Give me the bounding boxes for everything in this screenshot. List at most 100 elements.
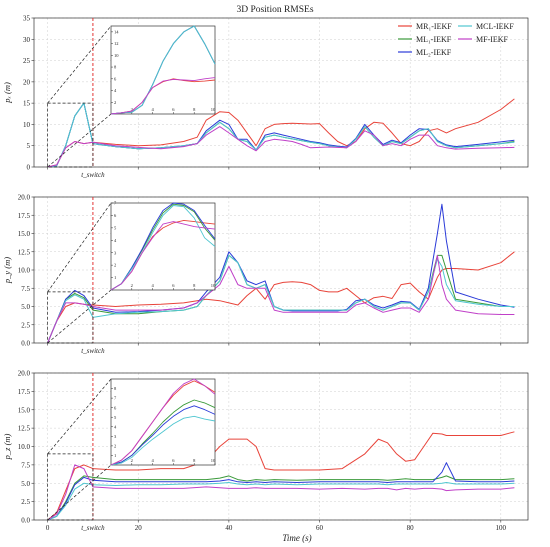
inset-x-tick-label: 4 [151,458,154,463]
inset-y-tick-label: 3 [114,434,117,439]
inset-y-tick-label: 4 [114,238,117,243]
zoom-region [47,291,94,344]
y-tick-label: 12.5 [18,425,31,433]
inset-x-tick-label: 6 [172,283,175,288]
inset-y-tick-label: 5 [114,225,117,230]
zoom-connector [47,113,112,168]
t-switch-label: t_switch [81,524,105,532]
series-line-MF-IEKF [47,464,515,520]
figure-title: 3D Position RMSEs [236,5,313,15]
inset-series-line-ML₂-IEKF [110,405,216,466]
inset-y-tick-label: 6 [114,213,117,218]
y-tick-label: 0.0 [21,517,30,525]
legend: MR₁-IEKF MCL-IEKF ML₁-IEKF MF-IEKF ML₂-IEKF [398,22,514,57]
inset-y-tick-label: 8 [114,386,117,391]
legend-label: MR₁-IEKF [416,22,452,31]
inset-series-line-MCL-IEKF [110,25,216,115]
inset-series-line-ML₂-IEKF [110,202,216,291]
panel-0: 0 5 10 15 20 25 30 35 pₓ (m) t_switch 2 4 6 8 10 2 4 6 8 10… [2,15,529,179]
y-tick-label: 20.0 [18,370,31,378]
y-tick-label: 17.5 [18,388,31,396]
zoom-connector [47,202,112,293]
x-tick-label: 80 [407,524,415,532]
inset-y-tick-label: 7 [114,201,117,206]
y-tick-label: 2.5 [21,498,30,506]
inset-y-tick-label: 1 [114,453,116,458]
t-switch-label: t_switch [81,347,105,355]
y-axis-label: p_z (m) [2,433,12,460]
y-axis-label: p_y (m) [2,257,12,284]
y-tick-label: 15.0 [18,406,31,414]
x-tick-label: 0 [46,524,50,532]
y-tick-label: 35 [23,15,31,23]
inset-x-tick-label: 6 [172,107,175,112]
inset-y-tick-label: 6 [114,76,117,81]
y-tick-label: 2.5 [21,321,30,329]
inset-y-tick-label: 2 [114,443,116,448]
inset-series-line-MF-IEKF [110,221,216,291]
inset-y-tick-label: 10 [114,53,119,58]
inset-y-tick-label: 1 [114,275,116,280]
inset-x-tick-label: 4 [151,107,154,112]
inset-x-tick-label: 10 [211,283,216,288]
series-line-MCL-IEKF [47,254,515,343]
legend-label: MF-IEKF [476,35,509,44]
inset-y-tick-label: 12 [114,41,119,46]
y-tick-label: 17.5 [18,212,31,220]
y-tick-label: 7.5 [21,461,30,469]
inset-y-tick-label: 6 [114,405,117,410]
series-line-MCL-IEKF [47,482,515,520]
zoom-connector [47,464,112,521]
y-tick-label: 10.0 [18,443,31,451]
inset-x-tick-label: 2 [131,458,133,463]
inset-y-tick-label: 2 [114,100,116,105]
inset-series-line-MF-IEKF [110,77,216,115]
t-switch-label: t_switch [81,171,105,179]
series-layer [47,203,515,343]
series-layer [47,431,515,520]
inset-y-tick-label: 14 [114,29,119,34]
series-line-MF-IEKF [47,254,515,343]
inset-y-tick-label: 7 [114,396,117,401]
inset-y-tick-label: 2 [114,263,116,268]
y-tick-label: 5.0 [21,480,30,488]
zoom-connector [47,378,112,455]
inset-x-tick-label: 2 [131,107,133,112]
x-tick-label: 20 [135,524,143,532]
series-layer [47,98,515,167]
plot-frame [33,17,529,168]
x-axis-label: Time (s) [282,533,311,543]
zoom-region [47,453,94,521]
inset-frame [110,25,216,115]
legend-label: MCL-IEKF [476,22,514,31]
y-tick-label: 25 [23,57,31,65]
inset-y-tick-label: 5 [114,415,117,420]
plot-frame [33,196,529,344]
y-tick-label: 10.0 [18,267,31,275]
inset-x-tick-label: 8 [193,107,196,112]
inset-y-tick-label: 3 [114,250,117,255]
inset-y-tick-label: 8 [114,65,117,70]
series-line-ML₂-IEKF [47,462,515,520]
x-tick-label: 100 [496,524,507,532]
y-tick-label: 15.0 [18,230,31,238]
inset-y-tick-label: 4 [114,424,117,429]
series-line-ML₂-IEKF [47,203,515,343]
inset-x-tick-label: 4 [151,283,154,288]
y-tick-label: 0 [27,164,31,172]
inset-series-line-MCL-IEKF [110,415,216,466]
plot-frame [33,372,529,521]
inset-x-tick-label: 8 [193,458,196,463]
y-tick-label: 20 [23,78,31,86]
inset-0: 2 4 6 8 10 2 4 6 8 10 12 14 [110,25,216,115]
x-tick-label: 40 [225,524,233,532]
series-line-MF-IEKF [47,126,515,167]
inset-y-tick-label: 4 [114,88,117,93]
series-line-MR₁-IEKF [47,431,515,520]
legend-label: ML₁-IEKF [416,35,452,44]
panel-2: 0.0 2.5 5.0 7.5 10.0 12.5 15.0 17.5 20.0 0 20 40 60 8… [2,370,529,532]
y-tick-label: 12.5 [18,248,31,256]
